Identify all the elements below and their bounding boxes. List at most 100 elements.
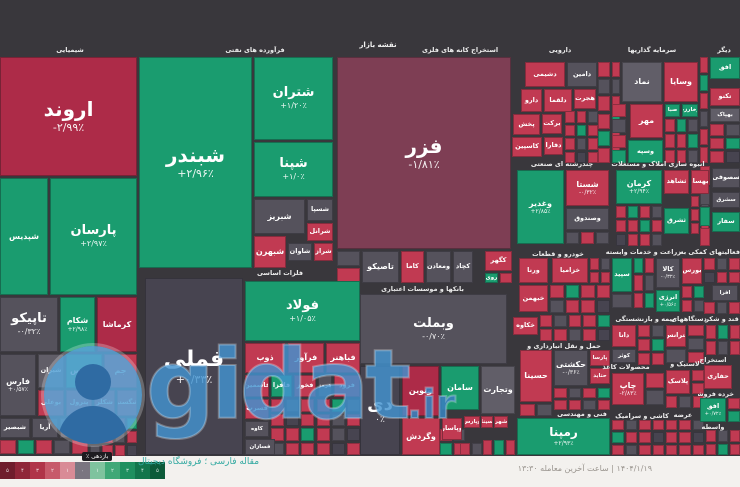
stock-tile-small[interactable] <box>628 234 638 246</box>
stock-tile-small[interactable] <box>576 151 587 163</box>
stock-tile[interactable]: سشرق <box>712 192 740 208</box>
stock-tile-small[interactable] <box>710 124 724 136</box>
stock-tile-small[interactable] <box>596 232 609 244</box>
stock-tile[interactable]: نماد <box>622 62 662 102</box>
stock-tile-small[interactable] <box>114 418 125 430</box>
stock-tile-small[interactable] <box>700 129 708 145</box>
stock-tile-small[interactable] <box>706 341 716 355</box>
stock-tile-small[interactable] <box>460 443 470 455</box>
stock-tile-small[interactable] <box>286 428 300 441</box>
stock-tile-small[interactable] <box>728 411 740 422</box>
stock-tile[interactable]: وسایا <box>664 62 698 102</box>
stock-tile-small[interactable] <box>583 400 596 410</box>
stock-tile[interactable]: شکلر <box>94 390 115 416</box>
stock-tile[interactable]: اروند -۲/۹۹٪ <box>0 57 137 176</box>
stock-tile-small[interactable] <box>520 404 535 416</box>
stock-tile[interactable]: ذوب <box>245 343 285 373</box>
stock-tile-small[interactable] <box>688 134 698 148</box>
stock-tile-small[interactable] <box>612 444 624 455</box>
stock-tile-small[interactable] <box>550 300 564 313</box>
stock-tile-small[interactable] <box>700 111 708 127</box>
stock-tile[interactable]: وتجارت <box>481 366 515 414</box>
stock-tile-small[interactable] <box>271 413 285 426</box>
stock-tile-small[interactable] <box>612 149 626 163</box>
stock-tile-small[interactable] <box>691 222 699 234</box>
stock-tile[interactable]: دشیمی <box>525 62 565 87</box>
stock-tile[interactable]: دی ۰٪ <box>360 366 400 455</box>
stock-tile-small[interactable] <box>646 373 664 388</box>
stock-tile[interactable]: وپاسار <box>442 418 462 440</box>
stock-tile-small[interactable] <box>588 124 598 136</box>
stock-tile-small[interactable] <box>612 119 626 133</box>
stock-tile-small[interactable] <box>679 432 691 443</box>
stock-tile[interactable]: فملی +۰/۳۳٪ <box>145 278 243 455</box>
stock-tile[interactable]: پارسان +۲/۹۷٪ <box>50 178 137 295</box>
stock-tile[interactable]: کاسپین <box>512 137 542 157</box>
stock-tile[interactable]: کچاد <box>453 251 473 283</box>
stock-tile-small[interactable] <box>286 442 300 455</box>
stock-tile-small[interactable] <box>565 111 575 123</box>
stock-tile[interactable]: فرود <box>334 375 360 397</box>
stock-tile-small[interactable] <box>316 413 330 426</box>
stock-tile-small[interactable] <box>612 104 626 118</box>
stock-tile-small[interactable] <box>581 285 595 298</box>
stock-tile[interactable]: جم <box>104 354 137 388</box>
stock-tile-small[interactable] <box>331 442 345 455</box>
stock-tile[interactable]: کالا -۰/۳۲٪ <box>656 258 680 288</box>
stock-tile-small[interactable] <box>716 258 728 270</box>
stock-tile[interactable]: خزامیا <box>552 258 588 283</box>
stock-tile-small[interactable] <box>331 399 345 412</box>
stock-tile[interactable]: سینا <box>481 416 493 428</box>
stock-tile-small[interactable] <box>554 400 567 410</box>
stock-tile-small[interactable] <box>640 234 650 246</box>
stock-tile[interactable]: پترول <box>66 390 92 416</box>
stock-tile-small[interactable] <box>612 420 624 431</box>
stock-tile-small[interactable] <box>597 315 610 327</box>
stock-tile-small[interactable] <box>588 151 598 163</box>
stock-tile-small[interactable] <box>301 413 315 426</box>
stock-tile-small[interactable] <box>126 444 137 456</box>
stock-tile[interactable]: وپارس <box>464 416 480 428</box>
stock-tile-small[interactable] <box>590 258 599 270</box>
stock-tile-small[interactable] <box>691 209 699 221</box>
stock-tile[interactable]: پخش <box>513 114 540 135</box>
stock-tile-small[interactable] <box>494 440 504 455</box>
stock-tile-small[interactable] <box>590 271 599 283</box>
stock-tile-small[interactable] <box>616 220 626 232</box>
stock-tile-small[interactable] <box>554 388 567 398</box>
stock-tile[interactable]: شکام +۲/۹۸٪ <box>60 297 95 352</box>
stock-tile-small[interactable] <box>581 232 594 244</box>
stock-tile-small[interactable] <box>718 341 728 355</box>
stock-tile-small[interactable] <box>718 443 728 455</box>
stock-tile-small[interactable] <box>652 353 664 365</box>
stock-tile[interactable]: رمپنا +۲/۹۳٪ <box>517 418 610 455</box>
stock-tile[interactable]: شپدیس <box>0 178 48 295</box>
stock-tile-small[interactable] <box>0 440 16 454</box>
stock-tile[interactable]: بترانس <box>666 325 686 347</box>
stock-tile-small[interactable] <box>628 220 638 232</box>
stock-tile-small[interactable] <box>704 302 715 314</box>
stock-tile[interactable]: کرماشا <box>97 297 137 352</box>
stock-tile-small[interactable] <box>596 285 610 298</box>
stock-tile-small[interactable] <box>692 444 704 455</box>
stock-tile-small[interactable] <box>692 420 704 431</box>
stock-tile-small[interactable] <box>665 119 675 133</box>
stock-tile-small[interactable] <box>628 206 638 218</box>
stock-tile-small[interactable] <box>704 258 715 270</box>
stock-tile-small[interactable] <box>638 339 650 351</box>
stock-tile[interactable]: شاوان <box>288 243 312 261</box>
stock-tile-small[interactable] <box>652 234 662 246</box>
stock-tile-small[interactable] <box>679 396 691 408</box>
stock-tile[interactable]: تاصیکو <box>362 251 399 283</box>
stock-tile-small[interactable] <box>676 134 687 148</box>
stock-tile-small[interactable] <box>652 420 664 431</box>
stock-tile-small[interactable] <box>700 227 710 246</box>
stock-tile-small[interactable] <box>301 428 315 441</box>
stock-tile[interactable]: دفارا <box>544 137 563 155</box>
stock-tile-small[interactable] <box>612 79 620 94</box>
stock-tile-small[interactable] <box>588 138 598 150</box>
stock-tile[interactable]: افق <box>710 57 740 79</box>
stock-tile-small[interactable] <box>625 420 637 431</box>
stock-tile-small[interactable] <box>692 383 704 394</box>
stock-tile-small[interactable] <box>704 271 715 283</box>
